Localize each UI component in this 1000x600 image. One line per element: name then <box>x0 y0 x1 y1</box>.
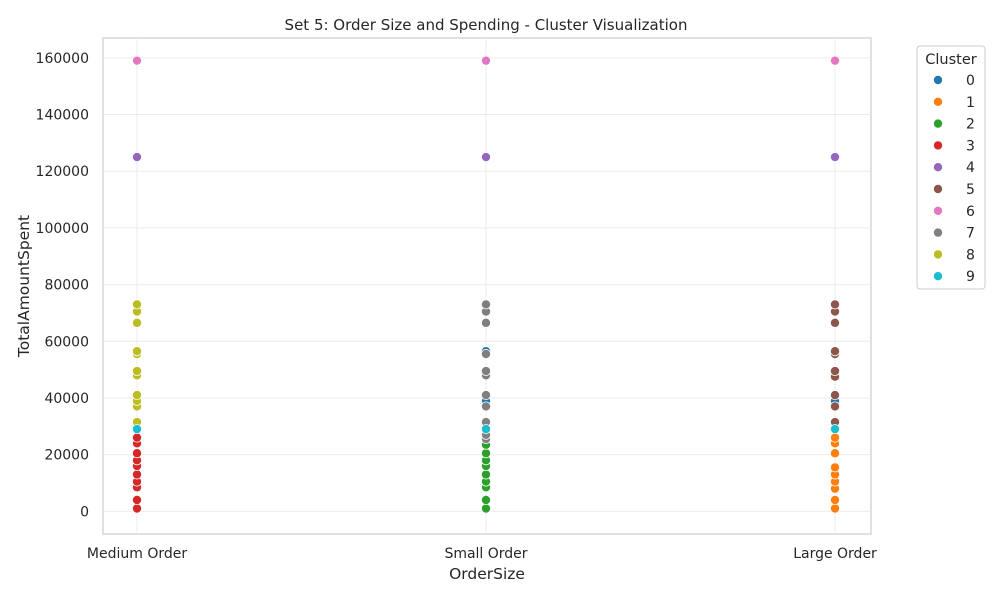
data-point-cluster-6 <box>830 55 841 66</box>
y-tick-label: 60000 <box>44 334 89 350</box>
data-point-cluster-8 <box>131 317 142 328</box>
legend-marker-0 <box>933 75 944 86</box>
data-point-cluster-1 <box>830 432 841 443</box>
data-point-cluster-2 <box>480 503 491 514</box>
data-point-cluster-1 <box>830 462 841 473</box>
x-tick-label: Medium Order <box>87 546 187 562</box>
data-point-cluster-1 <box>830 503 841 514</box>
legend-label-3: 3 <box>966 138 975 154</box>
y-tick-label: 20000 <box>44 448 89 464</box>
data-point-cluster-7 <box>480 317 491 328</box>
legend-label-4: 4 <box>966 160 975 176</box>
data-point-cluster-2 <box>480 494 491 505</box>
legend-marker-6 <box>933 205 944 216</box>
data-point-cluster-8 <box>131 366 142 377</box>
chart-title: Set 5: Order Size and Spending - Cluster… <box>285 16 688 34</box>
legend-label-6: 6 <box>966 204 975 220</box>
data-point-cluster-3 <box>131 469 142 480</box>
x-tick-label: Small Order <box>444 546 527 562</box>
data-point-cluster-2 <box>480 469 491 480</box>
data-points <box>131 55 841 514</box>
data-point-cluster-7 <box>480 390 491 401</box>
data-point-cluster-3 <box>131 503 142 514</box>
y-tick-label: 80000 <box>44 278 89 294</box>
x-tick-labels: Medium Order Small Order Large Order <box>87 546 877 562</box>
data-point-cluster-4 <box>131 152 142 163</box>
y-tick-label: 0 <box>80 504 89 520</box>
legend-marker-8 <box>933 249 944 260</box>
x-tick-label: Large Order <box>793 546 877 562</box>
data-point-cluster-7 <box>480 349 491 360</box>
legend-marker-7 <box>933 227 944 238</box>
legend-marker-5 <box>933 183 944 194</box>
legend-label-8: 8 <box>966 247 975 263</box>
data-point-cluster-3 <box>131 448 142 459</box>
y-tick-label: 120000 <box>36 164 89 180</box>
legend-marker-1 <box>933 96 944 107</box>
y-tick-labels: 0 20000 40000 60000 80000 100000 120000 140000 1… <box>36 51 89 520</box>
legend-label-7: 7 <box>966 226 975 242</box>
data-point-cluster-5 <box>830 317 841 328</box>
data-point-cluster-9 <box>480 424 491 435</box>
data-point-cluster-2 <box>480 448 491 459</box>
data-point-cluster-3 <box>131 432 142 443</box>
legend-label-0: 0 <box>966 73 975 89</box>
legend-label-5: 5 <box>966 182 975 198</box>
data-point-cluster-9 <box>830 424 841 435</box>
legend-label-1: 1 <box>966 95 975 111</box>
legend-label-2: 2 <box>966 117 975 133</box>
data-point-cluster-4 <box>480 152 491 163</box>
x-axis-title: OrderSize <box>449 565 525 583</box>
data-point-cluster-6 <box>131 55 142 66</box>
data-point-cluster-7 <box>480 299 491 310</box>
legend-title: Cluster <box>925 52 977 68</box>
legend: Cluster 0 1 2 3 4 5 6 7 8 9 <box>916 45 986 290</box>
data-point-cluster-1 <box>830 448 841 459</box>
data-point-cluster-8 <box>131 299 142 310</box>
data-point-cluster-1 <box>830 494 841 505</box>
data-point-cluster-8 <box>131 346 142 357</box>
legend-items: 0 1 2 3 4 5 6 7 8 9 <box>933 73 975 285</box>
y-axis-title: TotalAmountSpent <box>15 215 33 358</box>
data-point-cluster-4 <box>830 152 841 163</box>
data-point-cluster-5 <box>830 390 841 401</box>
data-point-cluster-8 <box>131 390 142 401</box>
legend-label-9: 9 <box>966 269 975 285</box>
legend-box <box>916 45 986 290</box>
legend-marker-3 <box>933 140 944 151</box>
legend-marker-2 <box>933 118 944 129</box>
data-point-cluster-5 <box>830 346 841 357</box>
y-tick-label: 140000 <box>36 108 89 124</box>
data-point-cluster-5 <box>830 401 841 412</box>
data-point-cluster-5 <box>830 366 841 377</box>
data-point-cluster-6 <box>480 55 491 66</box>
data-point-cluster-3 <box>131 494 142 505</box>
data-point-cluster-7 <box>480 366 491 377</box>
legend-marker-9 <box>933 271 944 282</box>
y-tick-label: 100000 <box>36 221 89 237</box>
y-tick-label: 160000 <box>36 51 89 67</box>
y-tick-label: 40000 <box>44 391 89 407</box>
data-point-cluster-5 <box>830 299 841 310</box>
data-point-cluster-7 <box>480 401 491 412</box>
data-point-cluster-9 <box>131 424 142 435</box>
legend-marker-4 <box>933 162 944 173</box>
